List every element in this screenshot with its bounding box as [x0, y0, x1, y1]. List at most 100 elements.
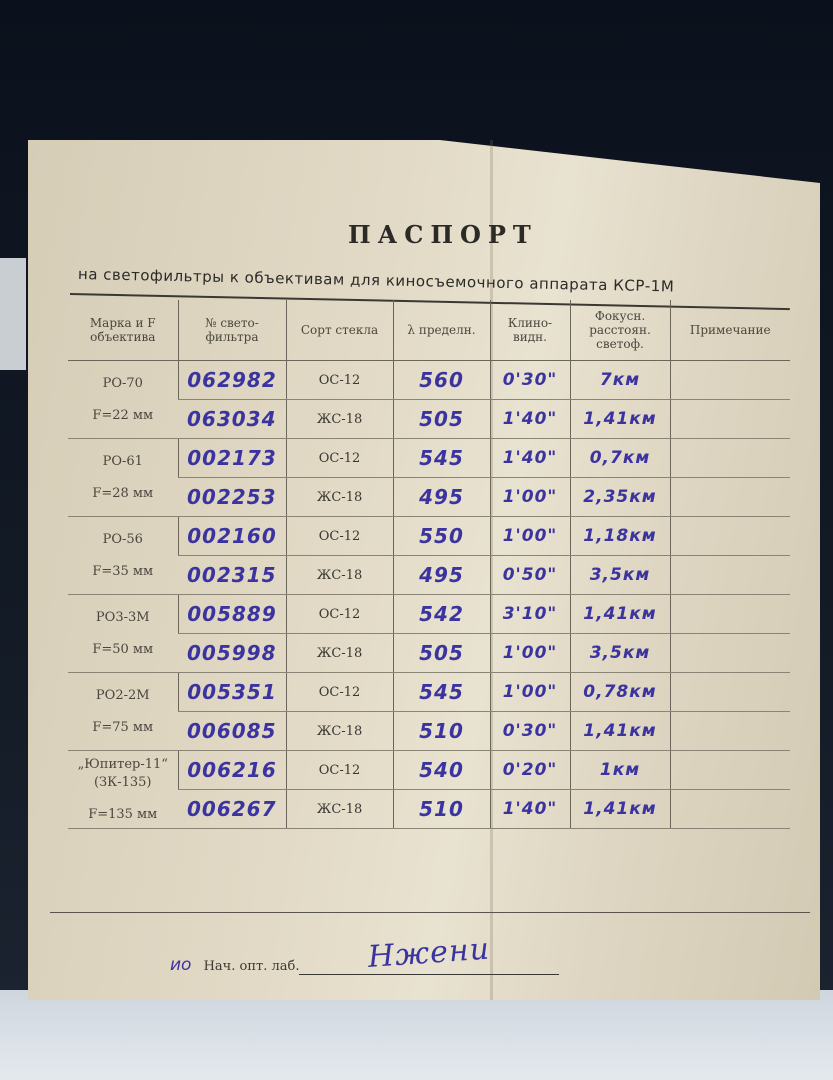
- filter-focus: 3,5км: [569, 555, 670, 595]
- filter-focus: 1,41км: [569, 594, 670, 634]
- table-row: РО-56 F=35 мм 002160 ОС-12 550 1'00" 1,18км: [68, 516, 790, 595]
- table-row: 063034 ЖС-18 505 1'40" 1,41км: [68, 399, 790, 439]
- filter-focus: 1,41км: [569, 711, 670, 751]
- filter-number: 006267: [178, 789, 286, 829]
- column-header: λ пределн.: [392, 300, 490, 361]
- bottom-rule: [50, 912, 810, 913]
- filter-focus: 1,18км: [569, 516, 670, 556]
- filter-number: 002315: [178, 555, 286, 595]
- table-row: „Юпитер-11“ (ЗК-135) F=135 мм 006216 ОС-12 5…: [68, 750, 790, 829]
- filter-wedge: 1'40": [489, 789, 570, 829]
- lens-cell: РО-61 F=28 мм: [68, 438, 178, 517]
- filter-focus: 1,41км: [569, 789, 670, 829]
- filter-note: [669, 633, 790, 673]
- column-header: Клино- видн.: [489, 300, 570, 361]
- lens-name: „Юпитер-11“ (ЗК-135): [77, 756, 168, 790]
- table-row: РО2-2М F=75 мм 005351 ОС-12 545 1'00" 0,78км: [68, 672, 790, 751]
- filter-note: [669, 594, 790, 634]
- filter-wedge: 1'00": [489, 516, 570, 556]
- filter-number: 062982: [177, 360, 286, 400]
- lens-focal: F=135 мм: [88, 806, 158, 822]
- filter-note: [669, 516, 790, 556]
- signature-line: ио Нач. опт. лаб.: [170, 955, 560, 975]
- filter-lambda: 545: [392, 672, 490, 712]
- filter-wedge: 0'20": [489, 750, 570, 790]
- filter-wedge: 0'50": [489, 555, 570, 595]
- filter-glass: ЖС-18: [285, 399, 393, 439]
- table-row: РО-61 F=28 мм 002173 ОС-12 545 1'40" 0,7км: [68, 438, 790, 517]
- filter-lambda: 542: [392, 594, 490, 634]
- signature-prefix: ио: [170, 955, 192, 975]
- filter-focus: 0,7км: [569, 438, 670, 478]
- table-row: 002315 ЖС-18 495 0'50" 3,5км: [68, 555, 790, 595]
- filter-lambda: 510: [392, 711, 490, 751]
- filter-wedge: 0'30": [489, 360, 570, 400]
- table-row: 006085 ЖС-18 510 0'30" 1,41км: [68, 711, 790, 751]
- filter-note: [669, 672, 790, 712]
- filter-lambda: 505: [392, 399, 490, 439]
- filter-wedge: 1'40": [489, 399, 570, 439]
- filter-note: [669, 438, 790, 478]
- filter-lambda: 495: [392, 555, 490, 595]
- filter-number: 005889: [177, 594, 286, 634]
- document-title: ПАСПОРТ: [348, 220, 538, 249]
- column-header: Марка и F объектива: [68, 300, 178, 361]
- table-row: 002253 ЖС-18 495 1'00" 2,35км: [68, 477, 790, 517]
- filter-lambda: 550: [392, 516, 490, 556]
- filter-focus: 0,78км: [569, 672, 670, 712]
- table-body: РО-70 F=22 мм 062982 ОС-12 560 0'30" 7км 063034…: [68, 360, 790, 829]
- filter-number: 006216: [177, 750, 286, 790]
- table-row: 005998 ЖС-18 505 1'00" 3,5км: [68, 633, 790, 673]
- filter-wedge: 1'00": [489, 477, 570, 517]
- filter-lambda: 560: [392, 360, 490, 400]
- column-header: Фокусн. расстоян. светоф.: [569, 300, 670, 361]
- filter-wedge: 3'10": [489, 594, 570, 634]
- lens-focal: F=22 мм: [92, 407, 154, 423]
- filter-wedge: 1'00": [489, 633, 570, 673]
- lens-focal: F=35 мм: [92, 563, 154, 579]
- lens-name: РО-70: [102, 375, 143, 391]
- filter-number: 005998: [178, 633, 286, 673]
- lens-name: РО-61: [102, 453, 143, 469]
- column-header: Примечание: [669, 300, 790, 361]
- lens-name: РО-56: [102, 531, 143, 547]
- filter-lambda: 540: [392, 750, 490, 790]
- background-object: [0, 258, 26, 370]
- lens-focal: F=75 мм: [92, 719, 154, 735]
- table-row: РО-70 F=22 мм 062982 ОС-12 560 0'30" 7км: [68, 360, 790, 439]
- filter-note: [669, 711, 790, 751]
- filter-glass: ОС-12: [285, 750, 393, 790]
- filter-glass: ОС-12: [285, 360, 393, 400]
- filter-lambda: 495: [392, 477, 490, 517]
- lens-cell: РО2-2М F=75 мм: [68, 672, 178, 751]
- lens-cell: РО-56 F=35 мм: [68, 516, 178, 595]
- filter-glass: ОС-12: [285, 516, 393, 556]
- filter-focus: 2,35км: [569, 477, 670, 517]
- filter-glass: ЖС-18: [285, 711, 393, 751]
- filter-glass: ОС-12: [285, 438, 393, 478]
- filter-note: [669, 360, 790, 400]
- filter-note: [669, 477, 790, 517]
- filter-table: Марка и F объектива № свето- фильтра Сорт …: [68, 300, 790, 829]
- filter-focus: 3,5км: [569, 633, 670, 673]
- filter-wedge: 1'40": [489, 438, 570, 478]
- filter-note: [669, 750, 790, 790]
- filter-number: 002160: [177, 516, 286, 556]
- filter-note: [669, 555, 790, 595]
- lens-focal: F=50 мм: [92, 641, 154, 657]
- filter-focus: 7км: [569, 360, 670, 400]
- column-header: № свето- фильтра: [177, 300, 286, 361]
- filter-wedge: 0'30": [489, 711, 570, 751]
- filter-glass: ОС-12: [285, 672, 393, 712]
- lens-cell: РО-70 F=22 мм: [68, 360, 178, 439]
- filter-note: [669, 399, 790, 439]
- filter-focus: 1км: [569, 750, 670, 790]
- filter-glass: ЖС-18: [285, 789, 393, 829]
- filter-note: [669, 789, 790, 829]
- filter-lambda: 505: [392, 633, 490, 673]
- filter-number: 002253: [178, 477, 286, 517]
- filter-wedge: 1'00": [489, 672, 570, 712]
- lens-name: РО3-3М: [95, 609, 150, 625]
- filter-glass: ЖС-18: [285, 633, 393, 673]
- filter-number: 063034: [178, 399, 286, 439]
